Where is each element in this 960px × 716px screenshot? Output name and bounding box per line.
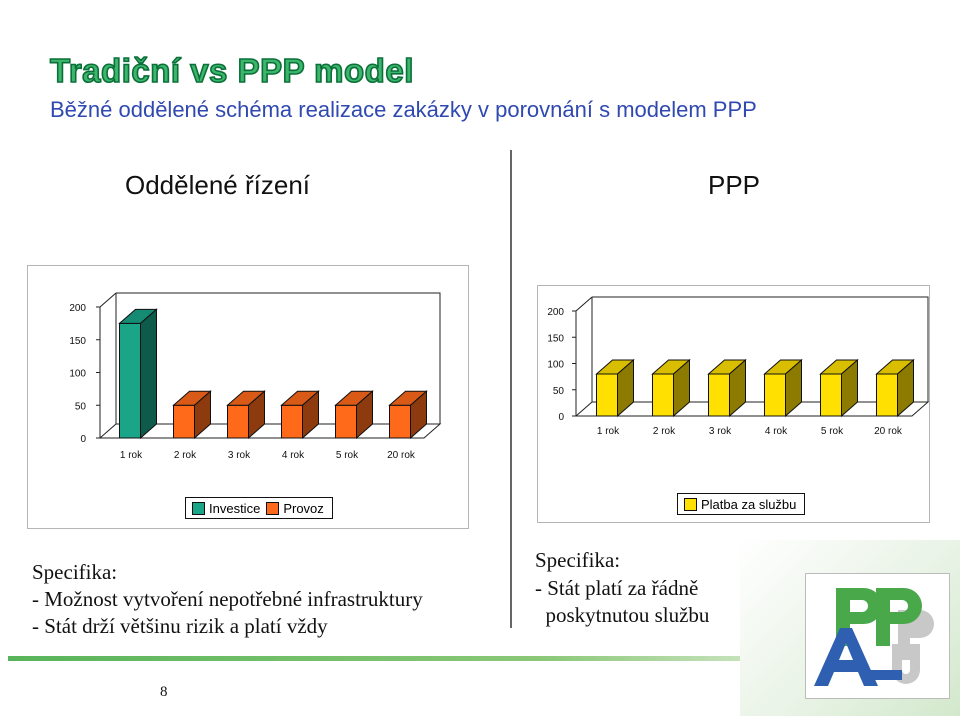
legend-swatch-platba: [684, 497, 697, 511]
bar-front: [652, 373, 674, 417]
y-tick-label: 100: [69, 369, 86, 380]
x-category-label: 20 rok: [387, 450, 416, 461]
chart-panel-ppp: 0 50 100 150 200 1 rok 2 rok 3 rok 4 rok 5 rok 20 …: [537, 285, 930, 523]
legend-label-investice: Investice: [209, 500, 261, 516]
bar-front: [227, 404, 249, 439]
axis-wall-left: [575, 296, 593, 416]
chart-panel-traditional: 0 50 100 150 200 1 rok 2 rok 3 rok 4 rok 5 rok 20 …: [27, 265, 469, 529]
axis-back-wall: [116, 292, 441, 424]
heading-ppp: PPP: [708, 170, 761, 200]
bar-side: [356, 390, 373, 440]
bar-side: [194, 390, 211, 440]
bar-side: [302, 390, 319, 440]
y-tick-label: 50: [75, 401, 87, 412]
page-number: 8: [160, 684, 168, 700]
heading-separate-management: Oddělené řízení: [125, 170, 311, 200]
bar-side: [841, 358, 858, 418]
bar-front: [335, 404, 357, 439]
axis-wall-edge: [99, 293, 117, 439]
slide-title: Tradiční vs PPP model: [49, 51, 414, 90]
spec-line-right-2: poskytnutou službu: [535, 603, 710, 627]
bar-side: [673, 358, 690, 418]
legend-ppp: Platba za službu: [677, 493, 806, 515]
bar-front: [389, 404, 411, 439]
x-category-label: 4 rok: [765, 426, 788, 437]
footer-rule: [8, 656, 774, 661]
bar-front: [173, 404, 195, 439]
legend-label-platba: Platba za službu: [701, 496, 797, 512]
y-tick-label: 150: [69, 336, 86, 347]
x-category-label: 3 rok: [709, 426, 732, 437]
bar-front: [119, 322, 141, 439]
axis-wall-left: [99, 292, 117, 438]
logo-graphic: [814, 588, 934, 686]
x-category-label: 2 rok: [653, 426, 676, 437]
x-category-label: 3 rok: [228, 450, 251, 461]
x-category-label: 4 rok: [282, 450, 305, 461]
y-tick-label: 100: [547, 360, 564, 371]
x-category-label: 2 rok: [174, 450, 197, 461]
vertical-divider: [510, 150, 512, 628]
axis-wall-edge: [575, 297, 593, 417]
bar-side: [729, 358, 746, 418]
bar-side: [140, 308, 157, 440]
y-tick-label: 50: [553, 386, 565, 397]
spec-line-left-2: - Stát drží většinu rizik a platí vždy: [32, 614, 328, 638]
y-tick-label: 200: [547, 307, 564, 318]
x-category-label: 1 rok: [120, 450, 143, 461]
bar-side: [617, 358, 634, 418]
bar-front: [281, 404, 303, 439]
bar-front: [876, 373, 898, 417]
spec-heading-left: Specifika:: [32, 560, 118, 584]
bar-side: [785, 358, 802, 418]
ppp-association-logo: [805, 573, 950, 699]
legend-traditional: Investice Provoz: [185, 497, 333, 519]
bar-front: [764, 373, 786, 417]
x-category-label: 5 rok: [821, 426, 844, 437]
bar-front: [820, 373, 842, 417]
spec-heading-right: Specifika:: [535, 548, 621, 572]
y-tick-label: 200: [69, 303, 86, 314]
x-category-label: 1 rok: [597, 426, 620, 437]
y-tick-label: 0: [558, 412, 564, 423]
x-category-label: 20 rok: [874, 426, 903, 437]
bar-side: [248, 390, 265, 440]
axis-floor: [576, 401, 930, 417]
bar-side: [897, 358, 914, 418]
spec-line-right-1: - Stát platí za řádně: [535, 576, 699, 600]
spec-line-left-1: - Možnost vytvoření nepotřebné infrastru…: [32, 587, 423, 611]
legend-swatch-provoz: [266, 501, 280, 515]
y-tick-label: 150: [547, 333, 564, 344]
legend-swatch-investice: [192, 501, 205, 515]
legend-label-provoz: Provoz: [283, 500, 324, 516]
axis-floor: [100, 423, 442, 439]
bar-side: [410, 390, 427, 440]
chart-traditional: 0 50 100 150 200 1 rok 2 rok 3 rok 4 rok 5 rok 20 …: [69, 292, 442, 461]
slide-subtitle: Běžné oddělené schéma realizace zakázky …: [50, 97, 757, 122]
bar-front: [708, 373, 730, 417]
x-category-label: 5 rok: [336, 450, 359, 461]
y-tick-label: 0: [80, 434, 86, 445]
bar-front: [596, 373, 618, 417]
axis-back-wall: [592, 296, 929, 402]
chart-ppp: 0 50 100 150 200 1 rok 2 rok 3 rok 4 rok 5 rok 20 …: [547, 296, 930, 437]
